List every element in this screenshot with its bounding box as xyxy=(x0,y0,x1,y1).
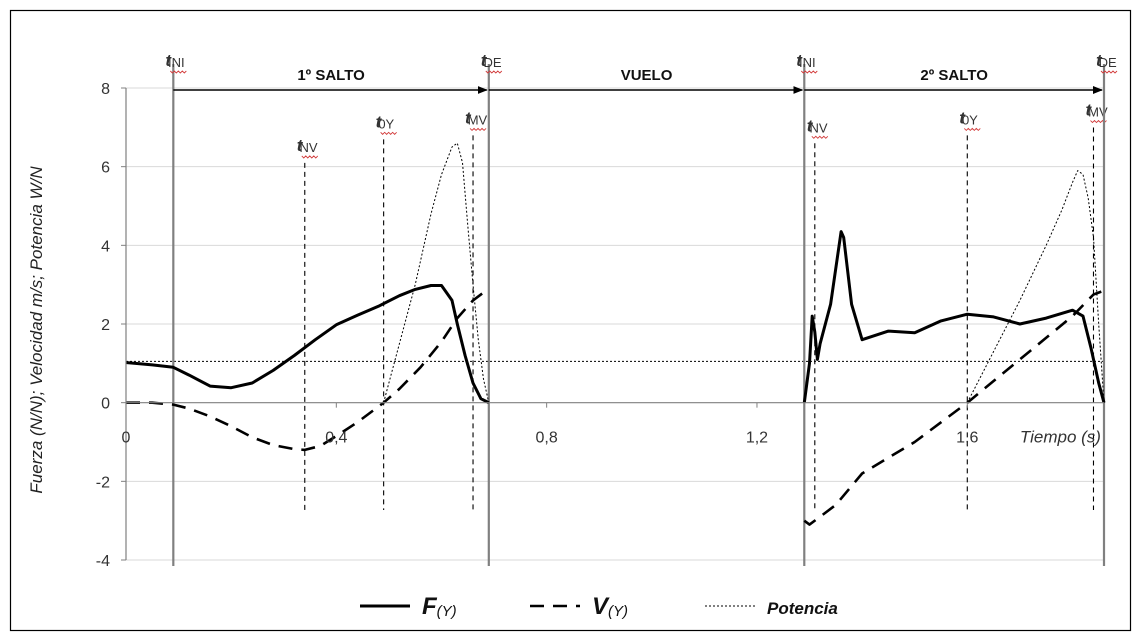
y-tick-label-6: -4 xyxy=(96,553,110,570)
event-label-nv-1: tNV xyxy=(297,136,318,155)
x-axis-title: Tiempo (s) xyxy=(1020,428,1101,447)
x-tick-label-2: 0,8 xyxy=(536,430,558,447)
phase-arrows: 1º SALTO VUELO 2º SALTO xyxy=(173,67,1103,94)
event-squiggle-9 xyxy=(1100,70,1118,74)
event-label-ini-5: tINI xyxy=(796,51,815,70)
event-squiggle-6 xyxy=(811,135,829,139)
y-tick-label-5: -2 xyxy=(96,474,110,491)
event-squiggle-7 xyxy=(963,127,981,132)
y-tick-label-1: 6 xyxy=(101,160,110,177)
series-power-line xyxy=(383,142,1105,403)
event-label-0y-7: t0Y xyxy=(959,108,978,127)
event-squiggle-5 xyxy=(800,70,818,74)
event-label-0y-2: t0Y xyxy=(376,112,395,131)
phase-label-1: VUELO xyxy=(621,67,673,84)
event-label-de-4: tDE xyxy=(481,51,502,70)
series-velocity-line xyxy=(126,289,1105,526)
x-tick-label-3: 1,2 xyxy=(746,430,768,447)
y-axis-title: Fuerza (N/N); Velocidad m/s; Potencia W/… xyxy=(27,166,46,494)
legend: F(Y) V(Y) Potencia xyxy=(360,593,838,620)
event-squiggle-2 xyxy=(380,131,397,135)
event-label-nv-6: tNV xyxy=(807,116,828,135)
phase-label-2: 2º SALTO xyxy=(920,67,988,84)
legend-label-1: V(Y) xyxy=(592,593,628,620)
x-tick-label-0: 0 xyxy=(122,430,131,447)
event-squiggle-3 xyxy=(469,127,487,132)
x-tick-label-4: 1,6 xyxy=(956,430,978,447)
y-tick-label-2: 4 xyxy=(101,238,110,255)
event-squiggle-0 xyxy=(170,70,187,74)
event-label-ini-0: tINI xyxy=(165,51,184,70)
y-tick-label-3: 2 xyxy=(101,317,110,334)
y-axis: 8 6 4 2 0 -2 -4 xyxy=(96,81,127,570)
y-tick-label-4: 0 xyxy=(101,396,110,413)
legend-label-0: F(Y) xyxy=(422,593,457,620)
event-label-de-9: tDE xyxy=(1096,51,1117,70)
legend-label-2: Potencia xyxy=(767,599,838,618)
event-squiggle-4 xyxy=(485,70,503,74)
x-axis: 0 0,4 0,8 1,2 1,6 Tiempo (s) xyxy=(122,402,1104,447)
outer-border xyxy=(9,9,1132,632)
data-series xyxy=(125,142,1106,526)
x-tick-label-1: 0,4 xyxy=(325,430,347,447)
phase-label-0: 1º SALTO xyxy=(297,67,365,84)
event-squiggle-1 xyxy=(301,155,319,159)
y-tick-label-0: 8 xyxy=(101,81,110,98)
grid-lines xyxy=(126,87,1104,561)
event-label-mv-3: tMV xyxy=(465,108,488,127)
